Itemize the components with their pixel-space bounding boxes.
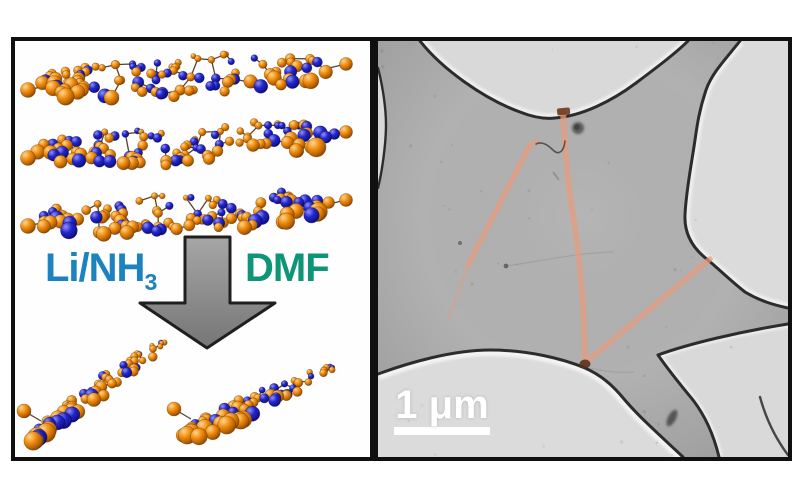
speck bbox=[458, 241, 462, 245]
scale-bar-label: 1 μm bbox=[395, 383, 489, 427]
thin-ribbon-kink bbox=[535, 140, 566, 154]
reagent-label-main: Li/NH bbox=[45, 246, 145, 290]
scale-bar: 1 μm bbox=[394, 385, 490, 435]
hole-edges bbox=[378, 41, 788, 457]
highlighted-nanoribbons bbox=[447, 109, 713, 366]
corner-fold-line bbox=[758, 395, 788, 457]
reagent-label: Li/NH3 bbox=[45, 246, 157, 295]
ribbon-junction bbox=[579, 359, 591, 369]
ribbon-anchors bbox=[556, 107, 591, 369]
stacked-molecule-layers bbox=[20, 50, 353, 242]
scale-bar-line bbox=[394, 427, 490, 435]
dark-blob bbox=[666, 409, 678, 427]
particle-core bbox=[574, 124, 580, 130]
film-defects bbox=[380, 41, 733, 456]
speck bbox=[503, 263, 509, 269]
tem-panel: 1 μm bbox=[374, 37, 792, 461]
tem-micrograph bbox=[378, 41, 788, 457]
molecule-diagram bbox=[16, 50, 353, 451]
down-arrow-icon bbox=[138, 235, 277, 350]
attachment-point bbox=[556, 107, 571, 116]
solvent-label: DMF bbox=[245, 246, 330, 290]
separated-ribbons bbox=[16, 339, 336, 451]
reagent-label-subscript: 3 bbox=[144, 269, 157, 295]
schematic-panel: Li/NH3 DMF bbox=[11, 37, 374, 461]
